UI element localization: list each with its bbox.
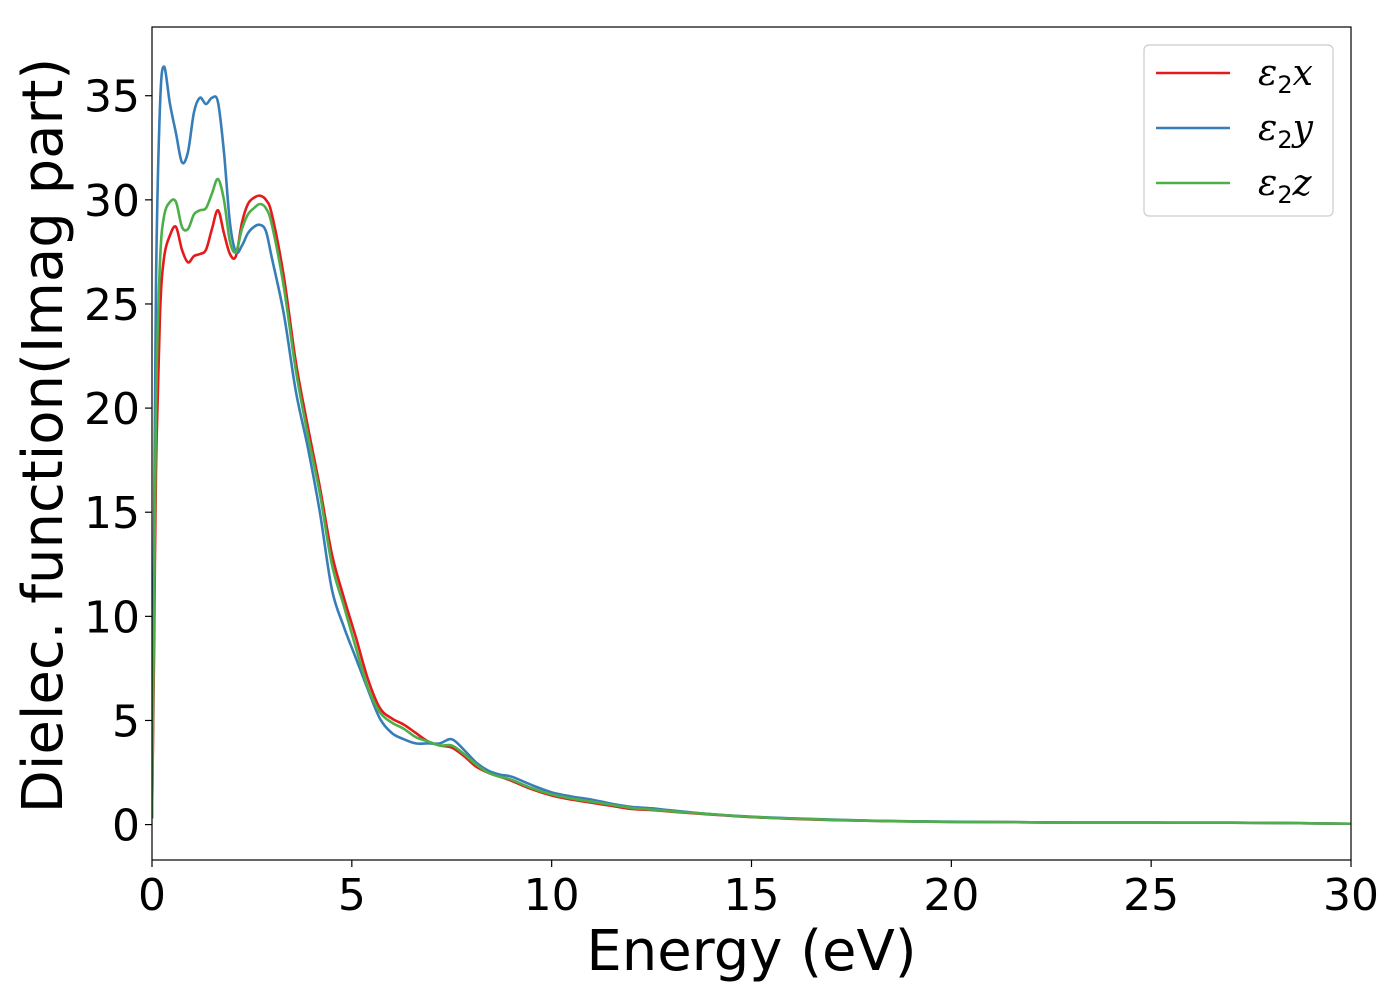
x-tick-label: 15 [724,870,780,921]
series-layer [152,65,1351,826]
legend-label-y: ε2y [1258,108,1314,154]
ticks-layer: 0 5 10 15 20 25 30 0 5 10 15 20 25 30 35 [84,72,1379,921]
y-axis-label: Dielec. function(Imag part) [11,58,76,814]
x-tick-label: 30 [1323,870,1379,921]
y-tick-label: 20 [84,384,140,435]
y-tick-label: 10 [84,592,140,643]
y-tick-label: 35 [84,72,140,123]
plot-frame [151,26,1352,861]
y-tick-label: 5 [112,696,140,747]
x-tick-label: 20 [923,870,979,921]
y-tick-label: 30 [84,176,140,227]
x-axis-label: Energy (eV) [586,919,916,984]
y-tick-label: 0 [112,801,140,852]
legend: ε2x ε2y ε2z [1143,44,1334,217]
legend-label-x: ε2x [1258,53,1313,99]
y-tick-label: 15 [84,488,140,539]
x-tick-label: 5 [338,870,366,921]
series-line-z [152,177,1351,826]
y-tick-label: 25 [84,280,140,331]
x-tick-label: 25 [1123,870,1179,921]
x-tick-label: 10 [524,870,580,921]
legend-box [1143,44,1334,217]
x-tick-label: 0 [138,870,166,921]
legend-label-z: ε2z [1258,163,1313,209]
